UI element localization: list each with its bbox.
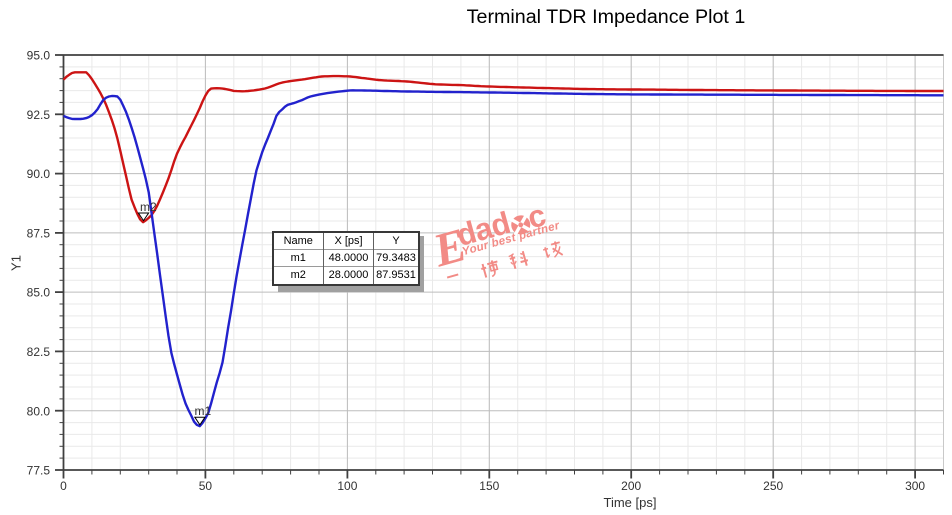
svg-text:m2: m2	[140, 200, 157, 214]
svg-text:250: 250	[763, 479, 783, 493]
svg-text:300: 300	[905, 479, 925, 493]
svg-text:95.0: 95.0	[27, 49, 51, 63]
svg-text:200: 200	[621, 479, 641, 493]
svg-text:m1: m1	[195, 404, 212, 418]
svg-text:100: 100	[337, 479, 357, 493]
svg-text:77.5: 77.5	[27, 464, 51, 478]
svg-text:87.5: 87.5	[27, 227, 51, 241]
svg-text:50: 50	[199, 479, 213, 493]
svg-text:85.0: 85.0	[27, 286, 51, 300]
svg-text:90.0: 90.0	[27, 167, 51, 181]
svg-text:0: 0	[60, 479, 67, 493]
svg-text:92.5: 92.5	[27, 108, 51, 122]
svg-text:150: 150	[479, 479, 499, 493]
svg-text:80.0: 80.0	[27, 404, 51, 418]
svg-text:82.5: 82.5	[27, 345, 51, 359]
